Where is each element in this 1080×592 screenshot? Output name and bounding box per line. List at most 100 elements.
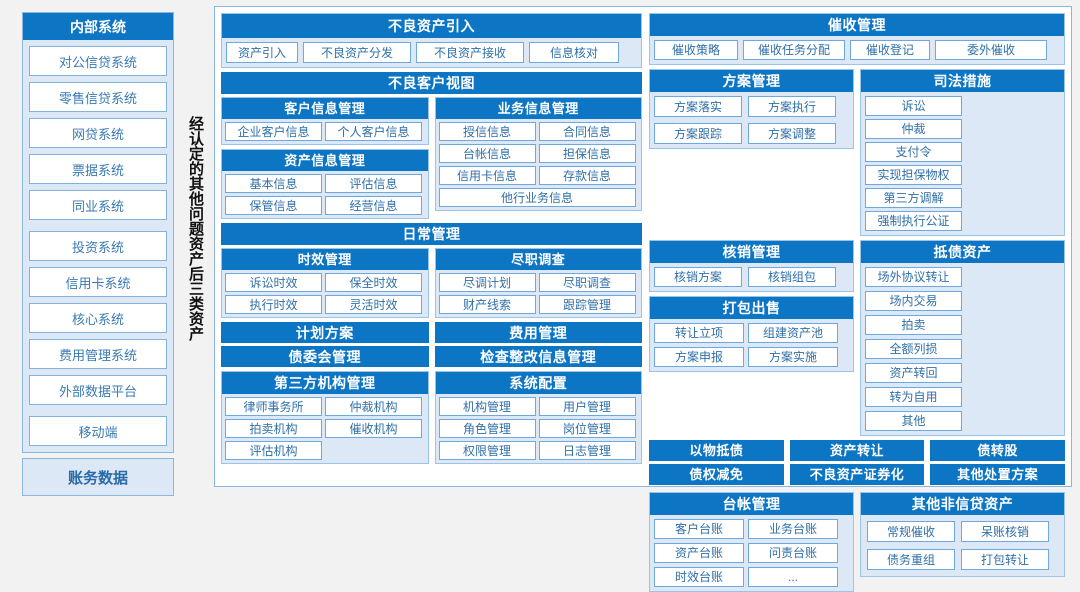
sidebar-item-mobile[interactable]: 移动端 (29, 416, 167, 446)
cell-asset-ledger[interactable]: 资产台账 (654, 543, 744, 563)
cell-business-ledger[interactable]: 业务台账 (748, 519, 838, 539)
cell-realize-security-right[interactable]: 实现担保物权 (865, 165, 962, 185)
cell-plan-adjust[interactable]: 方案调整 (748, 123, 836, 144)
group-title-collection-management: 催收管理 (650, 14, 1064, 36)
cell-tracking-management[interactable]: 跟踪管理 (538, 295, 636, 314)
sidebar-item-credit-card[interactable]: 信用卡系统 (29, 267, 167, 297)
cell-credit-grant-info[interactable]: 授信信息 (438, 122, 536, 141)
cell-asset-intake[interactable]: 资产引入 (226, 42, 298, 63)
sidebar-item-investment[interactable]: 投资系统 (29, 231, 167, 261)
cell-timeliness-ledger[interactable]: 时效台账 (654, 567, 744, 587)
bar-debt-repay-in-kind[interactable]: 以物抵债 (649, 440, 784, 461)
cell-build-asset-pool[interactable]: 组建资产池 (748, 323, 838, 343)
cell-collection-agency[interactable]: 催收机构 (325, 419, 422, 438)
cell-basic-info[interactable]: 基本信息 (225, 174, 322, 193)
cell-deposit-info[interactable]: 存款信息 (538, 166, 636, 185)
right-column: 催收管理 催收策略 催收任务分配 催收登记 委外催收 方案管理 方案落实 方案执… (649, 13, 1066, 592)
cell-role-management[interactable]: 角色管理 (438, 419, 536, 438)
cell-enterprise-customer-info[interactable]: 企业客户信息 (225, 122, 322, 141)
sidebar-item-corporate-credit[interactable]: 对公信贷系统 (29, 46, 167, 76)
bar-inspection-rectification[interactable]: 检查整改信息管理 (434, 346, 642, 367)
cell-third-party-mediation[interactable]: 第三方调解 (865, 188, 962, 208)
cell-accountability-ledger[interactable]: 问责台账 (748, 543, 838, 563)
group-title-third-party-agency: 第三方机构管理 (222, 372, 428, 394)
vertical-axis-label: 经认定的其他问题资产后三类资产 (187, 115, 204, 341)
cell-plan-implement[interactable]: 方案落实 (654, 96, 742, 117)
cell-arbitration-agency[interactable]: 仲裁机构 (325, 397, 422, 416)
section-title-npl-customer-view: 不良客户视图 (221, 72, 642, 94)
cell-auction[interactable]: 拍卖 (865, 315, 962, 335)
cell-law-firm[interactable]: 律师事务所 (225, 397, 322, 416)
cell-otc-agreement-transfer[interactable]: 场外协议转让 (865, 267, 962, 287)
sidebar-item-external-data[interactable]: 外部数据平台 (29, 375, 167, 405)
cell-user-management[interactable]: 用户管理 (538, 397, 636, 416)
bar-creditor-committee[interactable]: 债委会管理 (221, 346, 429, 367)
cell-execution-limit[interactable]: 执行时效 (225, 295, 322, 314)
cell-ledger-info[interactable]: 台帐信息 (438, 144, 536, 163)
cell-arbitration[interactable]: 仲裁 (865, 119, 962, 139)
cell-transfer-project[interactable]: 转让立项 (654, 323, 744, 343)
cell-litigation[interactable]: 诉讼 (865, 96, 962, 116)
cell-baddebt-writeoff[interactable]: 呆账核销 (961, 521, 1049, 542)
cell-credit-card-info[interactable]: 信用卡信息 (438, 166, 536, 185)
cell-auction-agency[interactable]: 拍卖机构 (225, 419, 322, 438)
bar-other-disposal-plan[interactable]: 其他处置方案 (930, 464, 1066, 485)
cell-other-debt-asset[interactable]: 其他 (865, 411, 962, 431)
cell-collection-register[interactable]: 催收登记 (850, 40, 930, 60)
cell-flexible-limit[interactable]: 灵活时效 (325, 295, 422, 314)
cell-position-management[interactable]: 岗位管理 (538, 419, 636, 438)
cell-full-loss-writeoff[interactable]: 全额列损 (865, 339, 962, 359)
cell-package-transfer[interactable]: 打包转让 (961, 549, 1049, 570)
cell-other-bank-business-info[interactable]: 他行业务信息 (438, 188, 636, 207)
cell-preservation-limit[interactable]: 保全时效 (325, 273, 422, 292)
cell-writeoff-package[interactable]: 核销组包 (748, 267, 836, 287)
cell-org-management[interactable]: 机构管理 (438, 397, 536, 416)
cell-dd-investigation[interactable]: 尽职调查 (538, 273, 636, 292)
bar-fee-management[interactable]: 费用管理 (434, 322, 642, 343)
cell-custody-info[interactable]: 保管信息 (225, 196, 322, 215)
cell-ledger-more[interactable]: ... (748, 567, 838, 587)
cell-guarantee-info[interactable]: 担保信息 (538, 144, 636, 163)
cell-writeoff-plan[interactable]: 核销方案 (654, 267, 742, 287)
sidebar-footer-accounting-data[interactable]: 账务数据 (22, 458, 174, 496)
bar-asset-transfer[interactable]: 资产转让 (789, 440, 925, 461)
cell-compulsory-notarization[interactable]: 强制执行公证 (865, 211, 962, 231)
cell-valuation-info[interactable]: 评估信息 (325, 174, 422, 193)
sidebar-item-interbank[interactable]: 同业系统 (29, 190, 167, 220)
sidebar-item-bill[interactable]: 票据系统 (29, 154, 167, 184)
sidebar-item-online-loan[interactable]: 网贷系统 (29, 118, 167, 148)
sidebar-item-retail-credit[interactable]: 零售信贷系统 (29, 82, 167, 112)
sidebar-item-expense[interactable]: 费用管理系统 (29, 339, 167, 369)
cell-npl-receive[interactable]: 不良资产接收 (416, 42, 524, 63)
cell-on-exchange-trade[interactable]: 场内交易 (865, 291, 962, 311)
cell-valuation-agency[interactable]: 评估机构 (225, 441, 322, 460)
cell-routine-collection[interactable]: 常规催收 (867, 521, 955, 542)
cell-collection-task-assign[interactable]: 催收任务分配 (743, 40, 845, 60)
bar-debt-to-equity[interactable]: 债转股 (930, 440, 1066, 461)
cell-permission-management[interactable]: 权限管理 (438, 441, 536, 460)
cell-litigation-limit[interactable]: 诉讼时效 (225, 273, 322, 292)
cell-debt-restructure[interactable]: 债务重组 (867, 549, 955, 570)
cell-log-management[interactable]: 日志管理 (538, 441, 636, 460)
cell-plan-implementation[interactable]: 方案实施 (748, 347, 838, 367)
cell-collection-strategy[interactable]: 催收策略 (654, 40, 738, 60)
cell-outsourced-collection[interactable]: 委外催收 (935, 40, 1047, 60)
cell-plan-track[interactable]: 方案跟踪 (654, 123, 742, 144)
cell-plan-execute[interactable]: 方案执行 (748, 96, 836, 117)
cell-asset-return[interactable]: 资产转回 (865, 363, 962, 383)
cell-payment-order[interactable]: 支付令 (865, 142, 962, 162)
cell-plan-declare[interactable]: 方案申报 (654, 347, 744, 367)
cell-customer-ledger[interactable]: 客户台账 (654, 519, 744, 539)
bar-plan-scheme[interactable]: 计划方案 (221, 322, 429, 343)
cell-dd-plan[interactable]: 尽调计划 (438, 273, 536, 292)
cell-contract-info[interactable]: 合同信息 (538, 122, 636, 141)
cell-npl-distribute[interactable]: 不良资产分发 (303, 42, 411, 63)
cell-property-clue[interactable]: 财产线索 (438, 295, 536, 314)
bar-debt-reduction[interactable]: 债权减免 (649, 464, 784, 485)
cell-operation-info[interactable]: 经营信息 (325, 196, 422, 215)
cell-convert-own-use[interactable]: 转为自用 (865, 387, 962, 407)
bar-npl-securitization[interactable]: 不良资产证券化 (789, 464, 925, 485)
sidebar-item-core[interactable]: 核心系统 (29, 303, 167, 333)
cell-info-check[interactable]: 信息核对 (529, 42, 619, 63)
cell-personal-customer-info[interactable]: 个人客户信息 (325, 122, 422, 141)
